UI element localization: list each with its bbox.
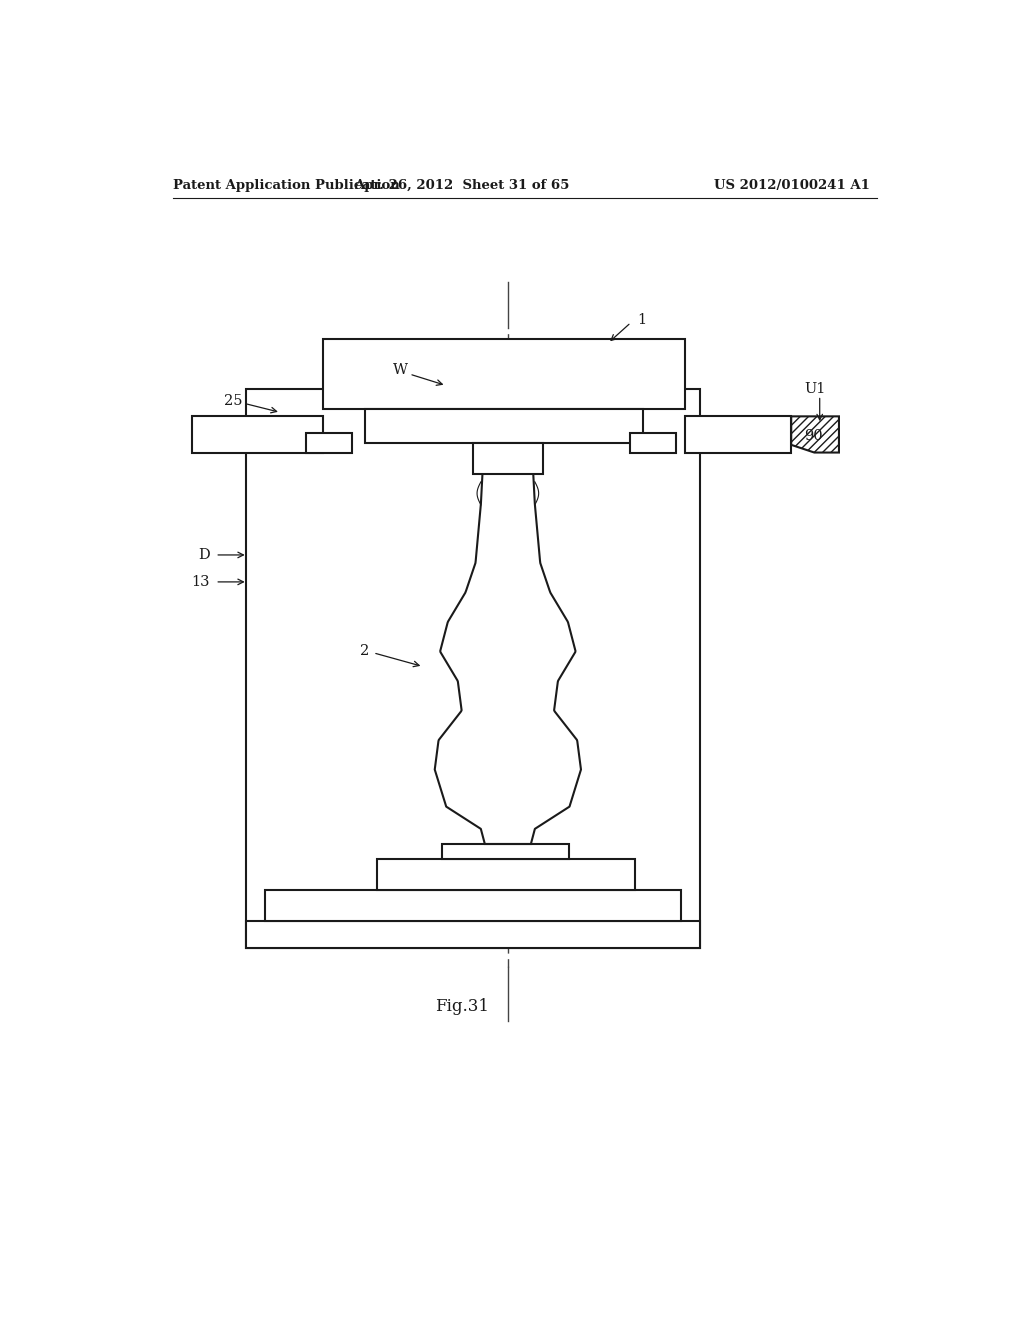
Bar — [442, 843, 569, 859]
Text: US 2012/0100241 A1: US 2012/0100241 A1 — [714, 178, 869, 191]
Bar — [473, 444, 543, 474]
Text: W: W — [393, 363, 408, 378]
Text: Patent Application Publication: Patent Application Publication — [173, 178, 399, 191]
Bar — [246, 921, 700, 948]
Text: 90: 90 — [804, 429, 823, 442]
Text: 1: 1 — [637, 313, 646, 327]
Text: 13: 13 — [191, 576, 210, 589]
Bar — [306, 433, 352, 453]
Bar — [377, 859, 635, 890]
Bar — [193, 416, 323, 453]
Bar — [685, 416, 792, 453]
Bar — [366, 409, 643, 444]
Bar — [630, 433, 676, 453]
Polygon shape — [792, 416, 839, 453]
Text: 25: 25 — [223, 393, 243, 408]
Bar — [265, 890, 681, 921]
Text: D: D — [198, 548, 210, 562]
Text: 2: 2 — [360, 644, 370, 659]
Bar — [246, 389, 700, 948]
Bar — [323, 339, 685, 409]
Text: Fig.31: Fig.31 — [434, 998, 488, 1015]
Text: Apr. 26, 2012  Sheet 31 of 65: Apr. 26, 2012 Sheet 31 of 65 — [354, 178, 569, 191]
Text: U1: U1 — [804, 383, 825, 396]
